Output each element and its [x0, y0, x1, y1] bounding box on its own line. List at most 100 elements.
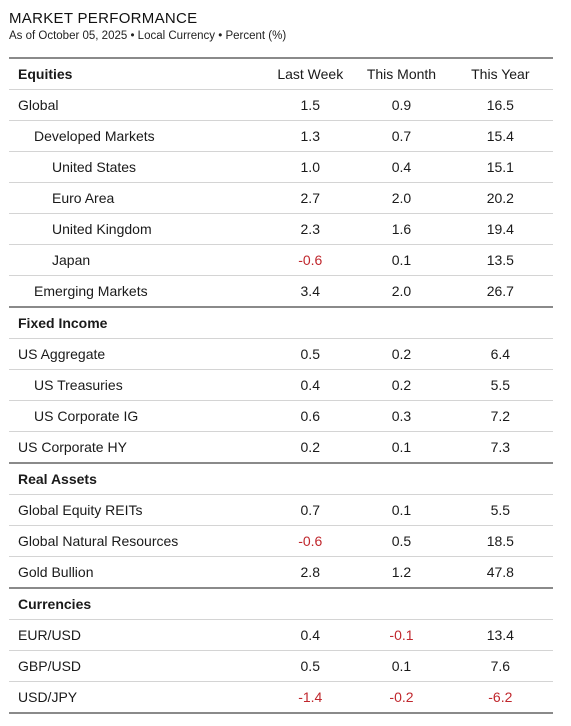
- value-this-month: 0.4: [355, 151, 448, 183]
- value-this-month: 0.1: [355, 431, 448, 464]
- value-this-month: 1.2: [355, 556, 448, 589]
- value-this-month: 0.1: [355, 650, 448, 682]
- value-this-month: 0.5: [355, 525, 448, 557]
- value-this-year: 16.5: [447, 89, 553, 121]
- value-last-week: 1.0: [265, 151, 356, 183]
- column-header-this-month: This Month: [355, 57, 448, 90]
- table-row: USD/JPY -1.4 -0.2 -6.2: [9, 681, 553, 714]
- row-label: GBP/USD: [9, 650, 266, 682]
- value-last-week: 2.3: [265, 213, 356, 245]
- table-row: GBP/USD 0.5 0.1 7.6: [9, 650, 553, 682]
- row-label: Gold Bullion: [9, 556, 266, 589]
- row-label: Euro Area: [9, 182, 266, 214]
- value-this-year: 7.2: [447, 400, 553, 432]
- section-title-real-assets: Real Assets: [9, 462, 266, 495]
- value-this-month: 0.7: [355, 120, 448, 152]
- row-label: US Corporate HY: [9, 431, 266, 464]
- value-this-month: -0.1: [355, 619, 448, 651]
- table-row: Euro Area 2.7 2.0 20.2: [9, 182, 553, 214]
- table-row: US Treasuries 0.4 0.2 5.5: [9, 369, 553, 401]
- value-this-month: 0.1: [355, 494, 448, 526]
- value-this-month: 0.1: [355, 244, 448, 276]
- value-last-week: 2.8: [265, 556, 356, 589]
- table-row: EUR/USD 0.4 -0.1 13.4: [9, 619, 553, 651]
- row-label: Global: [9, 89, 266, 121]
- value-this-month: 1.6: [355, 213, 448, 245]
- row-label: Japan: [9, 244, 266, 276]
- value-last-week: -0.6: [265, 525, 356, 557]
- value-this-month: 0.2: [355, 338, 448, 370]
- value-this-month: 0.2: [355, 369, 448, 401]
- value-this-year: 5.5: [447, 369, 553, 401]
- table-row: Emerging Markets 3.4 2.0 26.7: [9, 275, 553, 308]
- table-row: United States 1.0 0.4 15.1: [9, 151, 553, 183]
- value-this-year: 20.2: [447, 182, 553, 214]
- value-last-week: 0.2: [265, 431, 356, 464]
- section-header-row: Fixed Income: [9, 306, 553, 339]
- performance-table: Equities Last Week This Month This Year …: [9, 57, 553, 714]
- table-row: Global Equity REITs 0.7 0.1 5.5: [9, 494, 553, 526]
- value-this-year: 13.4: [447, 619, 553, 651]
- column-header-this-year: This Year: [447, 57, 553, 90]
- section-title-fixed-income: Fixed Income: [9, 306, 266, 339]
- value-last-week: 0.6: [265, 400, 356, 432]
- row-label: United Kingdom: [9, 213, 266, 245]
- row-label: US Aggregate: [9, 338, 266, 370]
- value-this-year: 47.8: [447, 556, 553, 589]
- value-this-year: 19.4: [447, 213, 553, 245]
- value-this-year: 13.5: [447, 244, 553, 276]
- table-row: Japan -0.6 0.1 13.5: [9, 244, 553, 276]
- column-header-last-week: Last Week: [265, 57, 356, 90]
- value-this-month: 0.3: [355, 400, 448, 432]
- value-this-year: 15.4: [447, 120, 553, 152]
- section-title-currencies: Currencies: [9, 587, 266, 620]
- row-label: EUR/USD: [9, 619, 266, 651]
- value-last-week: 1.3: [265, 120, 356, 152]
- section-header-row: Currencies: [9, 587, 553, 620]
- value-this-year: 7.3: [447, 431, 553, 464]
- value-last-week: -0.6: [265, 244, 356, 276]
- value-this-year: -6.2: [447, 681, 553, 714]
- value-last-week: 3.4: [265, 275, 356, 308]
- value-last-week: 1.5: [265, 89, 356, 121]
- table-row: Global 1.5 0.9 16.5: [9, 89, 553, 121]
- row-label: USD/JPY: [9, 681, 266, 714]
- value-this-year: 15.1: [447, 151, 553, 183]
- value-last-week: 0.7: [265, 494, 356, 526]
- value-this-year: 26.7: [447, 275, 553, 308]
- value-last-week: 0.5: [265, 338, 356, 370]
- row-label: Global Natural Resources: [9, 525, 266, 557]
- table-row: Global Natural Resources -0.6 0.5 18.5: [9, 525, 553, 557]
- value-this-year: 6.4: [447, 338, 553, 370]
- value-this-month: 2.0: [355, 275, 448, 308]
- value-this-month: 0.9: [355, 89, 448, 121]
- value-last-week: 0.4: [265, 619, 356, 651]
- table-row: US Corporate HY 0.2 0.1 7.3: [9, 431, 553, 464]
- page-subtitle: As of October 05, 2025 • Local Currency …: [9, 30, 287, 42]
- row-label: Global Equity REITs: [9, 494, 266, 526]
- section-title-equities: Equities: [9, 57, 266, 90]
- value-this-year: 5.5: [447, 494, 553, 526]
- value-this-month: -0.2: [355, 681, 448, 714]
- row-label: Developed Markets: [9, 120, 266, 152]
- value-this-month: 2.0: [355, 182, 448, 214]
- row-label: Emerging Markets: [9, 275, 266, 308]
- row-label: US Corporate IG: [9, 400, 266, 432]
- row-label: United States: [9, 151, 266, 183]
- table-row: United Kingdom 2.3 1.6 19.4: [9, 213, 553, 245]
- table-header-row: Equities Last Week This Month This Year: [9, 57, 553, 90]
- value-last-week: 2.7: [265, 182, 356, 214]
- section-header-row: Real Assets: [9, 462, 553, 495]
- value-last-week: -1.4: [265, 681, 356, 714]
- value-last-week: 0.5: [265, 650, 356, 682]
- value-this-year: 18.5: [447, 525, 553, 557]
- page-title: MARKET PERFORMANCE: [9, 10, 198, 27]
- table-row: Developed Markets 1.3 0.7 15.4: [9, 120, 553, 152]
- value-this-year: 7.6: [447, 650, 553, 682]
- table-row: Gold Bullion 2.8 1.2 47.8: [9, 556, 553, 589]
- row-label: US Treasuries: [9, 369, 266, 401]
- table-row: US Corporate IG 0.6 0.3 7.2: [9, 400, 553, 432]
- value-last-week: 0.4: [265, 369, 356, 401]
- table-row: US Aggregate 0.5 0.2 6.4: [9, 338, 553, 370]
